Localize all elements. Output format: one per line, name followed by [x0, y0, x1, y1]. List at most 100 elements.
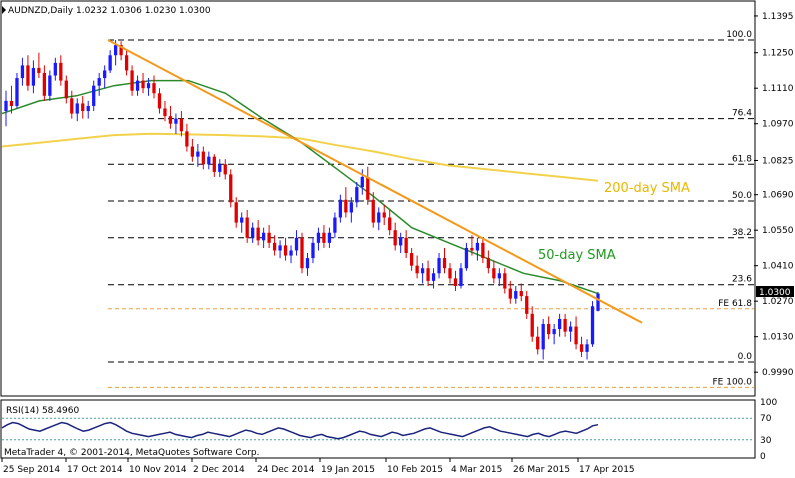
candle-body	[557, 318, 562, 330]
candle-body	[382, 212, 386, 218]
price-tick-label: 1.0410	[762, 262, 794, 272]
candle	[574, 316, 578, 350]
time-tick-label: 10 Nov 2014	[129, 465, 187, 475]
candle-body	[547, 324, 551, 335]
candle	[371, 192, 375, 228]
candle-body	[240, 217, 244, 223]
fib-level-label: 50.0	[732, 191, 752, 201]
candle-body	[497, 273, 501, 279]
candle	[557, 313, 562, 337]
candle-body	[503, 273, 507, 289]
candle-body	[48, 75, 52, 96]
candle-body	[300, 237, 304, 269]
candle	[552, 324, 556, 345]
time-tick-label: 17 Apr 2015	[579, 465, 635, 475]
candle	[415, 255, 419, 279]
rsi-tick-label: 30	[760, 436, 772, 446]
candle-body	[393, 230, 397, 246]
candle-body	[92, 85, 96, 106]
candle-body	[124, 55, 129, 71]
candle-body	[229, 174, 233, 203]
candle	[311, 237, 315, 264]
time-tick-label: 17 Oct 2014	[67, 465, 123, 475]
candle	[530, 306, 534, 342]
rsi-line	[1, 421, 599, 440]
candle-body	[4, 100, 8, 112]
current-price-box	[756, 286, 794, 297]
candle	[174, 113, 178, 134]
candle	[70, 90, 74, 119]
time-tick-label: 25 Sep 2014	[3, 465, 60, 475]
candle-body	[196, 151, 200, 157]
candle	[541, 318, 545, 360]
candle-body	[168, 116, 173, 124]
candle	[15, 72, 19, 109]
time-tick-label: 26 Mar 2015	[513, 465, 570, 475]
candle	[124, 50, 129, 76]
trendline-layer[interactable]	[107, 39, 643, 324]
candle	[9, 85, 14, 114]
candle-body	[26, 65, 30, 86]
candle-body	[541, 324, 545, 350]
candle	[294, 230, 299, 256]
candle	[563, 313, 567, 337]
time-tick-label: 4 Mar 2015	[451, 465, 502, 475]
fib-level-label: 76.4	[732, 109, 752, 119]
candle	[568, 321, 573, 342]
candle-body	[470, 247, 474, 251]
candle-body	[415, 265, 419, 274]
candle	[97, 72, 101, 96]
candle	[141, 72, 145, 94]
candle	[519, 283, 523, 302]
candle-body	[130, 70, 134, 91]
candle-body	[31, 67, 36, 86]
candle	[283, 237, 288, 261]
candle	[536, 326, 540, 355]
candle-body	[388, 217, 392, 231]
candle	[596, 292, 600, 312]
candle	[190, 138, 195, 162]
candle-body	[453, 278, 458, 286]
rsi-pane-border	[0, 399, 756, 459]
price-tick-label: 1.1250	[762, 49, 794, 59]
candle-body	[190, 146, 195, 157]
price-tick-label: 1.0270	[762, 297, 794, 307]
candle-body	[590, 306, 595, 345]
rsi-tick-label: 70	[760, 414, 772, 424]
candle	[508, 280, 512, 304]
candle	[322, 225, 326, 248]
candle-body	[251, 227, 255, 238]
candle	[470, 235, 474, 256]
candle	[486, 250, 491, 274]
candle	[355, 182, 359, 208]
candle-body	[75, 103, 79, 114]
candle	[300, 232, 304, 274]
candle	[547, 316, 551, 340]
candle-body	[70, 98, 74, 114]
candle	[53, 57, 57, 81]
candle-body	[574, 326, 578, 345]
candle-body	[174, 118, 178, 124]
candle-body	[536, 336, 540, 350]
candle-body	[119, 45, 123, 56]
descending-trendline[interactable]	[107, 39, 643, 324]
candle	[135, 75, 140, 96]
price-axis: 1.1395 1.1250 1.1110 1.0970 1.0825 1.0690 1.05…	[754, 12, 794, 378]
candle-body	[305, 258, 310, 269]
price-tick-label: 1.0130	[762, 333, 794, 343]
candle-body	[223, 164, 227, 175]
candle-body	[185, 131, 189, 147]
chart-title: AUDNZD,Daily 1.0232 1.0306 1.0230 1.0300	[8, 6, 211, 16]
candle-body	[135, 80, 140, 91]
candle-body	[289, 250, 293, 256]
candle	[81, 95, 85, 119]
candle-body	[245, 217, 249, 238]
candle-body	[152, 83, 156, 94]
current-price-label: 1.0300	[759, 288, 791, 298]
candle-body	[563, 318, 567, 332]
candle-body	[514, 291, 518, 299]
candle	[393, 222, 397, 251]
candle	[525, 291, 529, 319]
sma200-line	[1, 132, 599, 182]
